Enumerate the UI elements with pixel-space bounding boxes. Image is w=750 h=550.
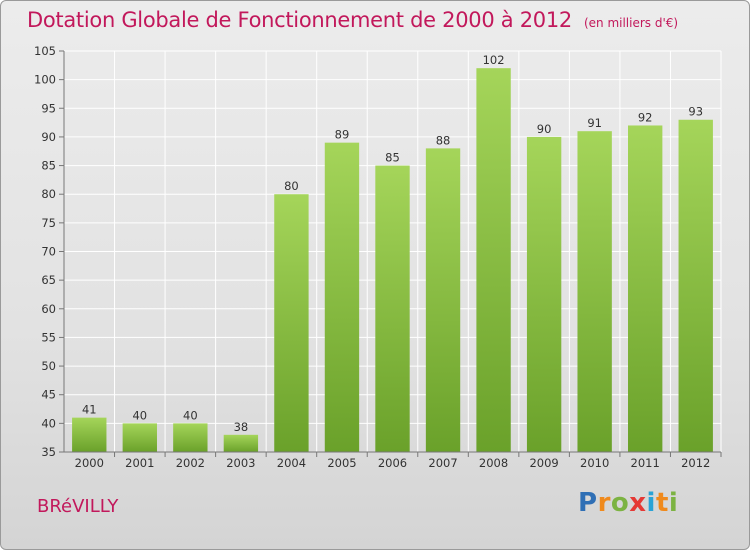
proxiti-logo[interactable]: Proxiti — [578, 488, 678, 518]
x-tick-label: 2004 — [277, 456, 306, 470]
bar — [72, 417, 107, 452]
x-axis: 2000 2001 2002 2003 2004 2005 2006 2007 2008 2009… — [64, 451, 722, 470]
y-tick-label: 55 — [41, 330, 56, 344]
bar — [324, 142, 360, 452]
x-tick-label: 2007 — [428, 456, 457, 470]
x-tick-label: 2008 — [479, 456, 508, 470]
y-tick-label: 80 — [41, 187, 56, 201]
x-tick-label: 2006 — [378, 456, 407, 470]
chart-subtitle: (en milliers d'€) — [583, 16, 679, 30]
bar-value-label: 92 — [638, 110, 653, 124]
logo-letter: x — [629, 488, 647, 518]
y-tick-label: 95 — [41, 101, 56, 115]
bar — [526, 136, 562, 452]
logo-letter: P — [578, 488, 598, 518]
y-tick-label: 75 — [41, 216, 56, 230]
y-tick-label: 35 — [41, 445, 56, 459]
y-tick-label: 65 — [41, 273, 56, 287]
y-axis: 35 40 45 50 55 60 65 70 75 80 85 90 95 100 105 — [34, 44, 65, 459]
logo-letter: i — [668, 488, 679, 518]
x-tick-label: 2009 — [529, 456, 558, 470]
logo-letter: i — [646, 488, 656, 518]
bar-value-label: 91 — [587, 116, 602, 130]
bar-value-label: 85 — [385, 151, 400, 165]
bar — [577, 131, 612, 452]
bar — [223, 434, 259, 452]
bar-value-label: 90 — [537, 122, 552, 136]
bar — [678, 119, 713, 452]
bar-value-label: 41 — [82, 403, 97, 417]
bar — [425, 148, 461, 452]
y-tick-label: 60 — [41, 302, 56, 316]
commune-name: BRéVILLY — [37, 496, 119, 517]
bar-value-label: 80 — [284, 179, 299, 193]
x-tick-label: 2011 — [631, 456, 660, 470]
y-tick-label: 100 — [34, 73, 56, 87]
bar-value-label: 88 — [436, 133, 451, 147]
logo-letter: r — [597, 488, 611, 518]
bar-value-label: 40 — [132, 408, 147, 422]
logo-letter: o — [610, 488, 630, 518]
bar — [375, 165, 410, 453]
bar — [628, 125, 663, 452]
x-tick-label: 2000 — [75, 456, 104, 470]
y-tick-label: 70 — [41, 245, 56, 259]
x-tick-label: 2002 — [176, 456, 205, 470]
bar — [122, 423, 157, 452]
y-tick-label: 50 — [41, 359, 56, 373]
title-text: Dotation Globale de Fonctionnement de 20… — [27, 8, 572, 32]
bar-value-label: 93 — [688, 105, 703, 119]
y-tick-label: 90 — [41, 130, 56, 144]
x-tick-label: 2001 — [125, 456, 154, 470]
bar-value-label: 38 — [234, 420, 249, 434]
x-tick-label: 2010 — [580, 456, 609, 470]
y-tick-label: 40 — [41, 416, 56, 430]
bar — [274, 194, 309, 452]
bar — [173, 423, 208, 452]
bar-value-label: 89 — [335, 128, 350, 142]
y-tick-label: 85 — [41, 159, 56, 173]
bar-value-label: 102 — [483, 53, 505, 67]
x-tick-label: 2003 — [226, 456, 255, 470]
bar — [476, 68, 511, 452]
bars: 41 40 40 38 80 89 85 88 102 90 91 92 93 — [72, 53, 713, 453]
logo-letter: t — [655, 488, 669, 518]
chart-title: Dotation Globale de Fonctionnement de 20… — [27, 8, 678, 32]
y-tick-label: 105 — [34, 44, 56, 58]
x-tick-label: 2005 — [327, 456, 356, 470]
y-tick-label: 45 — [41, 388, 56, 402]
x-tick-label: 2012 — [681, 456, 710, 470]
bar-value-label: 40 — [183, 408, 198, 422]
